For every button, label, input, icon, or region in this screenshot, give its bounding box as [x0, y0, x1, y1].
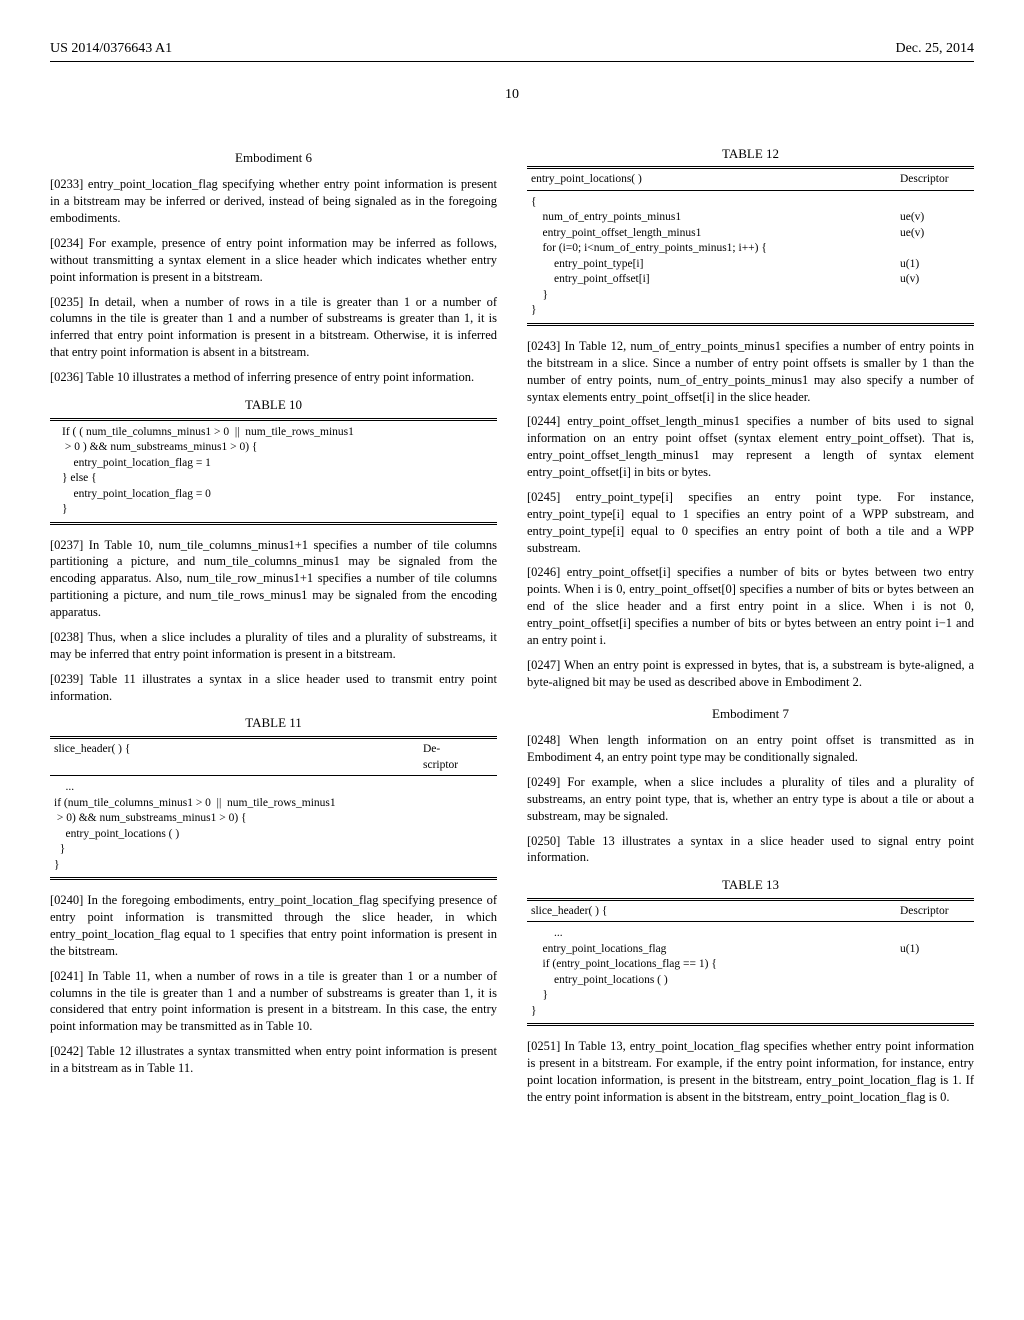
table-10: If ( ( num_tile_columns_minus1 > 0 || nu… [50, 418, 497, 525]
table-11-header: slice_header( ) { De- scriptor [50, 740, 497, 776]
embodiment-7-title: Embodiment 7 [527, 705, 974, 723]
para-0239: [0239] Table 11 illustrates a syntax in … [50, 671, 497, 705]
table-11-caption: TABLE 11 [50, 714, 497, 732]
syntax-row: num_of_entry_points_minus1ue(v) [527, 210, 974, 226]
syntax-text: entry_point_offset[i] [531, 272, 900, 288]
table-13-body: ... entry_point_locations_flagu(1) if (e… [527, 922, 974, 1024]
para-0247: [0247] When an entry point is expressed … [527, 657, 974, 691]
table-11-hdr-syntax: slice_header( ) { [54, 742, 423, 773]
syntax-text: ... [531, 926, 900, 942]
syntax-text: { [531, 195, 900, 211]
syntax-row: { [527, 195, 974, 211]
para-0240: [0240] In the foregoing embodiments, ent… [50, 892, 497, 960]
para-0236: [0236] Table 10 illustrates a method of … [50, 369, 497, 386]
table-12: entry_point_locations( ) Descriptor { nu… [527, 166, 974, 326]
syntax-row: for (i=0; i<num_of_entry_points_minus1; … [527, 241, 974, 257]
descriptor-text: u(v) [900, 272, 970, 288]
descriptor-text [900, 957, 970, 973]
para-0246: [0246] entry_point_offset[i] specifies a… [527, 564, 974, 648]
table-12-hdr-desc: Descriptor [900, 172, 970, 188]
descriptor-text: ue(v) [900, 226, 970, 242]
para-0248: [0248] When length information on an ent… [527, 732, 974, 766]
para-0237: [0237] In Table 10, num_tile_columns_min… [50, 537, 497, 621]
syntax-row: entry_point_locations_flagu(1) [527, 942, 974, 958]
para-0245: [0245] entry_point_type[i] specifies an … [527, 489, 974, 557]
descriptor-text: u(1) [900, 942, 970, 958]
table-12-hdr-syntax: entry_point_locations( ) [531, 172, 900, 188]
para-0233: [0233] entry_point_location_flag specify… [50, 176, 497, 227]
descriptor-text [900, 195, 970, 211]
doc-date: Dec. 25, 2014 [895, 40, 974, 59]
syntax-row: ... [527, 926, 974, 942]
table-13-header: slice_header( ) { Descriptor [527, 902, 974, 923]
syntax-text: if (entry_point_locations_flag == 1) { [531, 957, 900, 973]
syntax-row: } [527, 303, 974, 319]
para-0251: [0251] In Table 13, entry_point_location… [527, 1038, 974, 1106]
table-13-hdr-syntax: slice_header( ) { [531, 904, 900, 920]
para-0249: [0249] For example, when a slice include… [527, 774, 974, 825]
page-number: 10 [50, 86, 974, 105]
table-13: slice_header( ) { Descriptor ... entry_p… [527, 898, 974, 1027]
syntax-row: } [527, 288, 974, 304]
table-11: slice_header( ) { De- scriptor ... if (n… [50, 736, 497, 880]
syntax-text: for (i=0; i<num_of_entry_points_minus1; … [531, 241, 900, 257]
descriptor-text: ue(v) [900, 210, 970, 226]
syntax-text: num_of_entry_points_minus1 [531, 210, 900, 226]
syntax-text: entry_point_type[i] [531, 257, 900, 273]
para-0235: [0235] In detail, when a number of rows … [50, 294, 497, 362]
table-11-body: ... if (num_tile_columns_minus1 > 0 || n… [50, 776, 497, 878]
descriptor-text [900, 1004, 970, 1020]
table-10-body: If ( ( num_tile_columns_minus1 > 0 || nu… [50, 420, 497, 523]
para-0234: [0234] For example, presence of entry po… [50, 235, 497, 286]
table-11-body-text: ... if (num_tile_columns_minus1 > 0 || n… [50, 780, 497, 873]
descriptor-text [900, 926, 970, 942]
page-header: US 2014/0376643 A1 Dec. 25, 2014 [50, 40, 974, 62]
syntax-row: entry_point_offset_length_minus1ue(v) [527, 226, 974, 242]
descriptor-text [900, 988, 970, 1004]
right-column: TABLE 12 entry_point_locations( ) Descri… [527, 135, 974, 1114]
syntax-text: entry_point_locations_flag [531, 942, 900, 958]
table-13-hdr-desc: Descriptor [900, 904, 970, 920]
para-0243: [0243] In Table 12, num_of_entry_points_… [527, 338, 974, 406]
syntax-text: } [531, 988, 900, 1004]
para-0242: [0242] Table 12 illustrates a syntax tra… [50, 1043, 497, 1077]
syntax-row: entry_point_type[i]u(1) [527, 257, 974, 273]
content-columns: Embodiment 6 [0233] entry_point_location… [50, 135, 974, 1114]
embodiment-6-title: Embodiment 6 [50, 149, 497, 167]
descriptor-text: u(1) [900, 257, 970, 273]
para-0244: [0244] entry_point_offset_length_minus1 … [527, 413, 974, 481]
table-12-caption: TABLE 12 [527, 145, 974, 163]
syntax-row: entry_point_offset[i]u(v) [527, 272, 974, 288]
descriptor-text [900, 303, 970, 319]
table-11-hdr-desc: De- scriptor [423, 742, 493, 773]
para-0238: [0238] Thus, when a slice includes a plu… [50, 629, 497, 663]
syntax-text: entry_point_locations ( ) [531, 973, 900, 989]
descriptor-text [900, 973, 970, 989]
descriptor-text [900, 241, 970, 257]
table-12-body: { num_of_entry_points_minus1ue(v) entry_… [527, 191, 974, 324]
para-0250: [0250] Table 13 illustrates a syntax in … [527, 833, 974, 867]
para-0241: [0241] In Table 11, when a number of row… [50, 968, 497, 1036]
doc-id: US 2014/0376643 A1 [50, 40, 172, 59]
syntax-row: if (entry_point_locations_flag == 1) { [527, 957, 974, 973]
descriptor-text [900, 288, 970, 304]
syntax-text: entry_point_offset_length_minus1 [531, 226, 900, 242]
table-10-caption: TABLE 10 [50, 396, 497, 414]
table-12-header: entry_point_locations( ) Descriptor [527, 170, 974, 191]
syntax-row: } [527, 1004, 974, 1020]
syntax-row: } [527, 988, 974, 1004]
syntax-text: } [531, 1004, 900, 1020]
table-13-caption: TABLE 13 [527, 876, 974, 894]
left-column: Embodiment 6 [0233] entry_point_location… [50, 135, 497, 1114]
syntax-text: } [531, 303, 900, 319]
syntax-text: } [531, 288, 900, 304]
syntax-row: entry_point_locations ( ) [527, 973, 974, 989]
